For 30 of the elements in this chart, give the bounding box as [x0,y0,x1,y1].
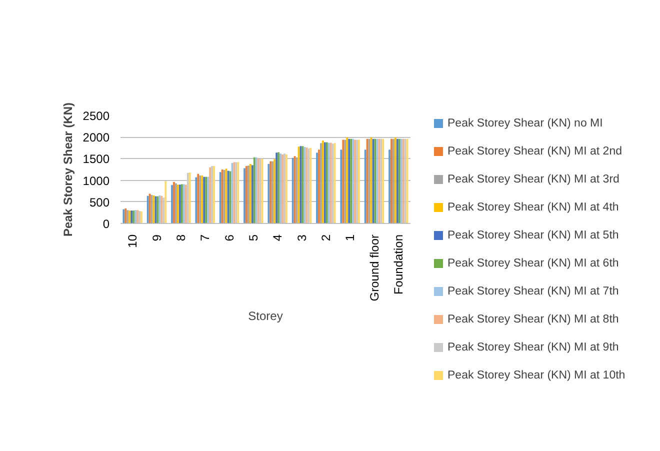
y-axis-title: Peak Storey Shear (KN) [60,102,75,237]
legend-label: Peak Storey Shear (KN) MI at 5th [448,230,619,242]
x-tick-label: 7 [198,234,212,242]
x-tick-label: 4 [270,234,285,242]
y-tick-label: 0 [102,217,110,231]
legend-label: Peak Storey Shear (KN) MI at 3rd [448,174,620,186]
y-tick-label: 2000 [82,130,110,145]
y-tick-label: 1000 [82,174,110,188]
x-tick-label: 10 [126,234,140,248]
y-tick-label: 500 [89,195,110,210]
x-tick-label: 5 [246,234,260,242]
legend-label: Peak Storey Shear (KN) MI at 4th [448,202,619,214]
legend-label: Peak Storey Shear (KN) MI at 10th [448,370,626,382]
x-tick-label: Foundation [391,234,406,295]
legend-label: Peak Storey Shear (KN) no MI [448,118,603,130]
x-tick-label: 6 [222,234,236,242]
x-tick-label: Ground floor [367,234,382,302]
legend-label: Peak Storey Shear (KN) MI at 2nd [448,146,622,158]
legend-label: Peak Storey Shear (KN) MI at 8th [448,314,619,326]
x-tick-label: 8 [174,234,188,242]
y-tick-label: 1500 [82,152,110,166]
legend-label: Peak Storey Shear (KN) MI at 9th [448,342,619,354]
legend-label: Peak Storey Shear (KN) MI at 6th [448,258,619,270]
x-tick-label: 2 [318,234,333,242]
x-tick-label: 9 [150,234,164,242]
x-tick-label: 3 [294,234,309,242]
x-axis-title: Storey [248,309,283,324]
x-tick-label: 1 [343,234,358,242]
y-tick-label: 2500 [82,109,110,123]
legend-label: Peak Storey Shear (KN) MI at 7th [448,286,619,298]
